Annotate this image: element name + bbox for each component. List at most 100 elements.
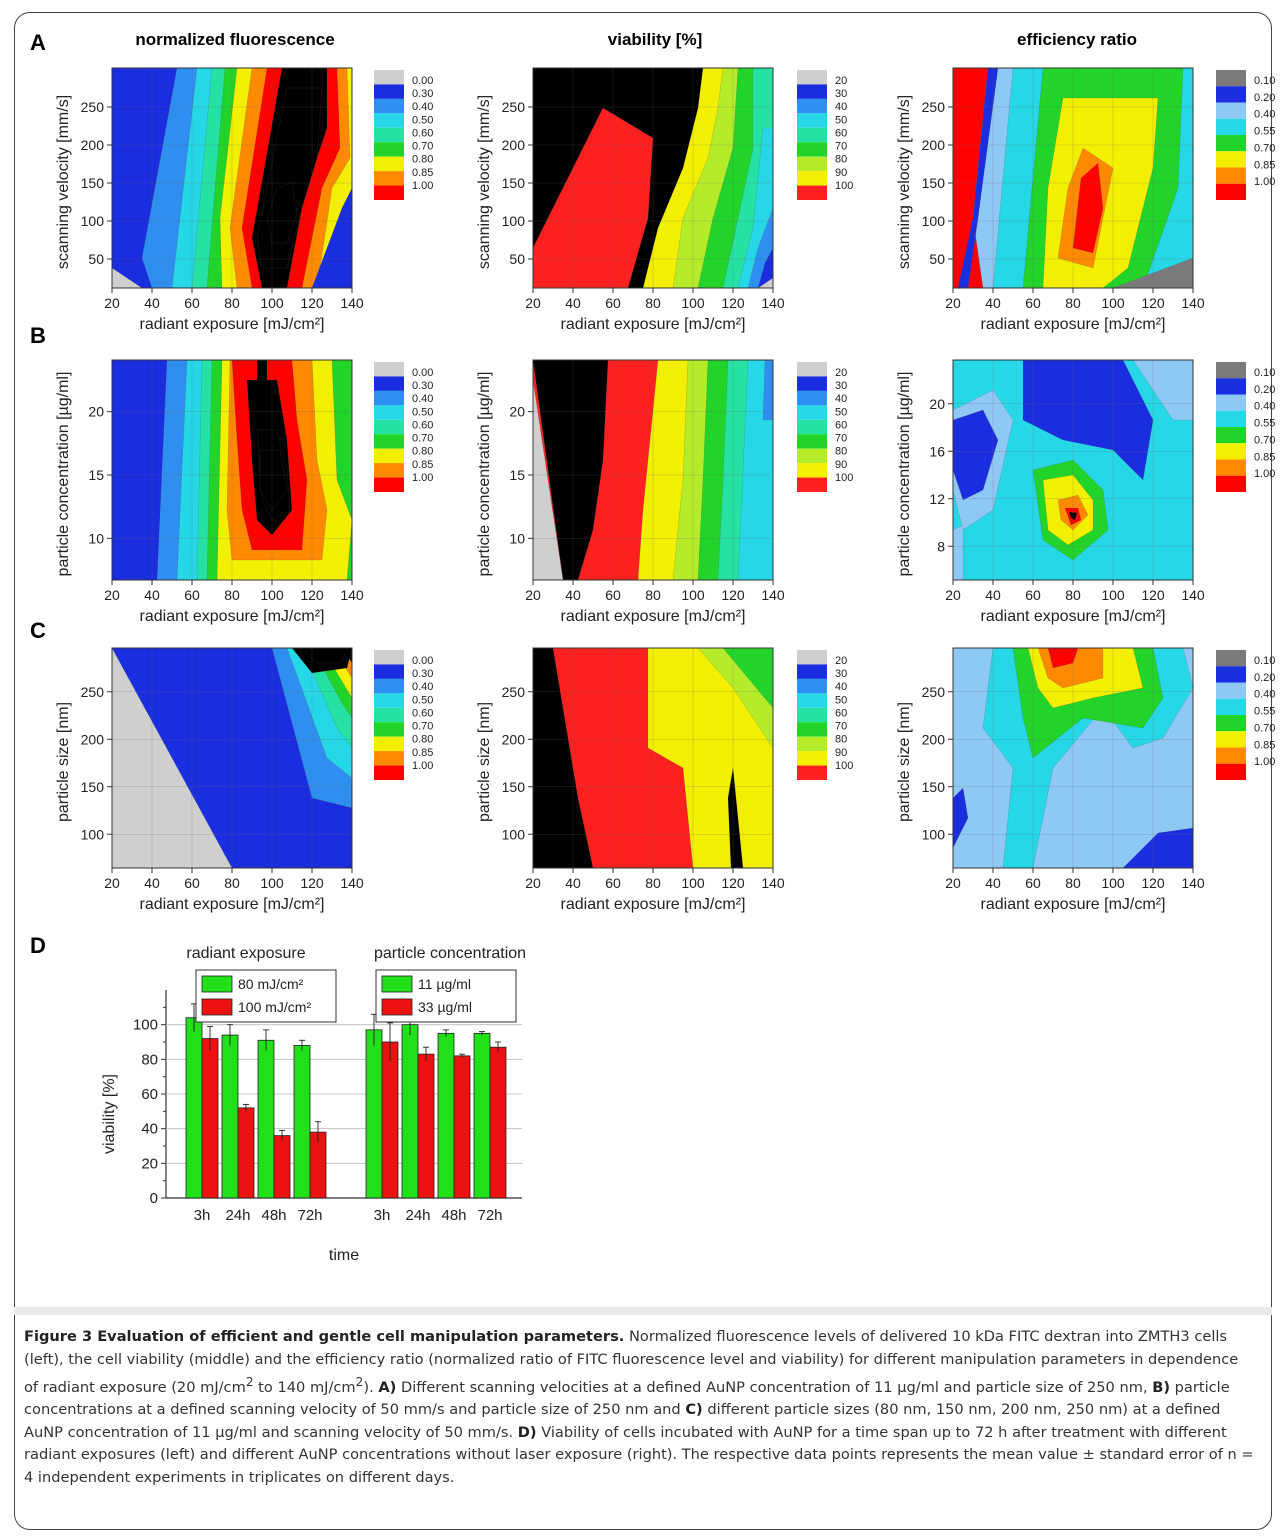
contour-area xyxy=(533,68,773,288)
legend-label: 80 xyxy=(835,446,847,458)
heatmap-a-efficiency: 20 40 60 80 100 120 140 50 100 150 200 250 radiant e… xyxy=(896,67,1205,333)
legend-label: 100 xyxy=(835,760,853,772)
y-tick-label: 100 xyxy=(81,213,105,229)
x-axis-label: radiant exposure [mJ/cm²] xyxy=(561,608,746,625)
y-tick-label: 150 xyxy=(922,175,946,191)
contour-area xyxy=(533,648,773,868)
legend-label: 0.70 xyxy=(1254,142,1275,154)
caption-label-b: B) xyxy=(1152,1378,1171,1396)
legend-swatch xyxy=(797,142,827,157)
x-tick-label: 100 xyxy=(260,295,284,311)
contour-region xyxy=(953,787,969,849)
contour-region xyxy=(727,767,744,868)
legend-swatch xyxy=(797,463,827,478)
caption-label-a: A) xyxy=(378,1378,397,1396)
contour-region xyxy=(1122,827,1193,868)
legend-swatch xyxy=(1216,102,1246,119)
legend-label: 30 xyxy=(835,380,847,392)
x-tick-label: 80 xyxy=(1065,875,1081,891)
x-tick-label: 80 xyxy=(224,295,240,311)
legend-label: 0.85 xyxy=(412,459,433,471)
legend-label: 90 xyxy=(835,167,847,179)
y-tick-label: 16 xyxy=(929,443,945,459)
x-tick-label: 120 xyxy=(300,587,324,603)
legend-label: 0.60 xyxy=(412,419,433,431)
x-tick-label: 3h xyxy=(374,1207,391,1224)
legend-label: 1.00 xyxy=(412,472,433,484)
y-tick-label: 200 xyxy=(502,731,526,747)
column-title-efficiency: efficiency ratio xyxy=(1017,30,1137,49)
y-tick-label: 250 xyxy=(922,684,946,700)
contour-region xyxy=(533,107,654,288)
x-tick-label: 100 xyxy=(681,295,705,311)
x-tick-label: 120 xyxy=(300,875,324,891)
x-tick-label: 120 xyxy=(721,295,745,311)
x-axis-label: radiant exposure [mJ/cm²] xyxy=(981,608,1166,625)
legend-label: 0.80 xyxy=(412,446,433,458)
x-tick-label: 20 xyxy=(945,295,961,311)
legend-label: 0.30 xyxy=(412,380,433,392)
legend-label: 40 xyxy=(835,101,847,113)
panel-letter-c: C xyxy=(30,618,46,643)
x-tick-label: 40 xyxy=(144,587,160,603)
legend-c-fluorescence: 0.000.300.400.500.60 0.700.800.851.00 xyxy=(374,650,433,780)
legend-swatch xyxy=(374,362,404,377)
y-tick-label: 250 xyxy=(922,99,946,115)
legend-swatch xyxy=(797,448,827,464)
legend-label: 33 µg/ml xyxy=(418,999,472,1015)
legend-b-efficiency: 0.10 0.20 0.40 0.55 0.70 0.85 1.00 xyxy=(1216,362,1275,492)
legend-swatch xyxy=(374,127,404,143)
legend-label: 50 xyxy=(835,694,847,706)
y-tick-label: 200 xyxy=(922,731,946,747)
y-tick-label: 100 xyxy=(502,213,526,229)
legend-label: 50 xyxy=(835,406,847,418)
caption-text-1c: ). xyxy=(363,1378,379,1396)
x-tick-label: 100 xyxy=(681,875,705,891)
x-tick-label: 140 xyxy=(761,875,785,891)
legend-swatch xyxy=(374,722,404,737)
legend-swatch xyxy=(201,998,233,1016)
y-tick-label: 40 xyxy=(141,1121,158,1138)
contour-region xyxy=(762,360,773,421)
legend-label: 70 xyxy=(835,721,847,733)
legend-swatch xyxy=(1216,650,1246,667)
y-tick-label: 100 xyxy=(502,826,526,842)
x-tick-label: 120 xyxy=(1141,295,1165,311)
legend-swatch xyxy=(374,156,404,172)
y-tick-label: 50 xyxy=(929,251,945,267)
x-axis-label: radiant exposure [mJ/cm²] xyxy=(981,316,1166,333)
legend-swatch xyxy=(797,127,827,143)
x-tick-label: 120 xyxy=(300,295,324,311)
legend-swatch xyxy=(1216,378,1246,395)
x-tick-label: 40 xyxy=(985,875,1001,891)
contour-region xyxy=(722,648,773,709)
bar xyxy=(437,1032,455,1199)
legend-swatch xyxy=(1216,682,1246,699)
x-tick-label: 100 xyxy=(1101,587,1125,603)
contour-area xyxy=(112,648,352,868)
x-tick-label: 80 xyxy=(224,875,240,891)
x-tick-label: 3h xyxy=(194,1207,211,1224)
legend-label: 0.00 xyxy=(412,655,433,667)
y-tick-label: 100 xyxy=(133,1017,158,1034)
y-tick-label: 250 xyxy=(81,99,105,115)
y-tick-label: 150 xyxy=(81,175,105,191)
y-tick-label: 50 xyxy=(509,251,525,267)
x-tick-label: 80 xyxy=(645,875,661,891)
bar xyxy=(185,1017,203,1199)
legend-label: 0.85 xyxy=(1254,159,1275,171)
figure-3: A B C D normalized fluorescence viabilit… xyxy=(30,30,1275,1264)
contour-region xyxy=(256,360,268,381)
legend-swatch xyxy=(1216,86,1246,103)
x-tick-label: 40 xyxy=(565,587,581,603)
legend-label: 0.20 xyxy=(1254,672,1275,684)
legend-swatch xyxy=(797,419,827,435)
x-tick-label: 140 xyxy=(1181,587,1205,603)
y-axis-label: particle concentration [µg/ml] xyxy=(476,372,493,577)
heatmap-b-viability: 20 40 60 80 100 120 140 10 15 20 radiant exposure … xyxy=(476,359,785,625)
legend-label: 100 xyxy=(835,472,853,484)
x-tick-label: 100 xyxy=(260,875,284,891)
legend-swatch xyxy=(1216,443,1246,460)
column-title-viability: viability [%] xyxy=(608,30,702,49)
legend-swatch xyxy=(797,405,827,420)
